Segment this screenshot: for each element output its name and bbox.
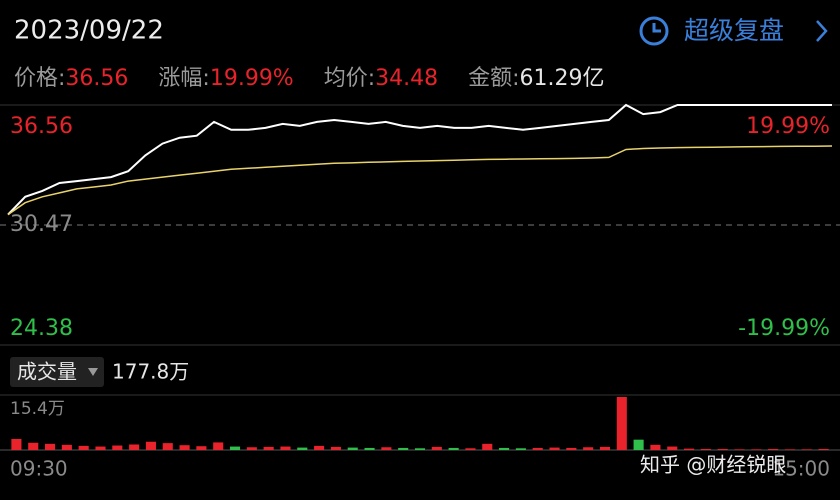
volume-bar	[532, 447, 543, 450]
plot: 36.56 30.47 24.38 19.99% -19.99% 09:30 15:00 15…	[0, 103, 840, 481]
dropdown-arrow	[88, 368, 98, 376]
selector-box[interactable]	[10, 357, 104, 387]
volume-bar	[129, 444, 140, 450]
volume-bar	[112, 445, 123, 450]
quote-row: 价格: 36.56 涨幅: 19.99% 均价: 34.48 金额: 61.29亿	[14, 66, 605, 91]
volume-bar	[684, 448, 695, 450]
x-tick-label: 09:30	[10, 457, 68, 481]
y2-tick-label: 19.99%	[746, 114, 830, 139]
volume-bar	[818, 448, 829, 450]
volume-bar	[768, 448, 779, 450]
volume-bar	[196, 446, 207, 450]
volume-bar	[700, 448, 711, 450]
quote-value: 36.56	[65, 66, 128, 91]
quote-label: 涨幅:	[158, 66, 209, 91]
volume-bar	[633, 439, 644, 450]
volume-bar	[381, 447, 392, 450]
volume-bar	[95, 446, 106, 450]
chevron	[816, 20, 828, 42]
volume-bar	[465, 448, 476, 450]
watermark: 知乎 @财经锐眼	[640, 453, 786, 477]
volume-bar	[179, 445, 190, 450]
quote-label: 金额:	[468, 66, 519, 91]
y-tick-label: 36.56	[10, 114, 73, 139]
y-tick-label: 30.47	[10, 212, 73, 237]
volume-bar	[398, 447, 409, 450]
volume-bar	[616, 397, 627, 450]
clock-hands	[652, 23, 661, 33]
volume-bar	[414, 448, 426, 450]
quote-value: 34.48	[375, 66, 438, 91]
volume-bar	[482, 443, 493, 450]
volume-bar	[364, 447, 375, 450]
volume-bar	[246, 447, 257, 450]
quote-value: 61.29亿	[520, 66, 605, 91]
clock-icon	[639, 16, 669, 46]
y2-tick-label: -19.99%	[738, 316, 830, 341]
volume-bar	[734, 449, 745, 450]
price-line	[7, 145, 833, 216]
volume-bar	[280, 446, 291, 450]
volume-bar	[61, 444, 72, 450]
volume-bar	[515, 448, 526, 450]
volume-bar	[297, 447, 308, 450]
x-tick-label: 15:00	[772, 457, 830, 481]
volume-bar	[549, 447, 560, 450]
volume-bar	[145, 441, 156, 450]
volume-bar	[229, 446, 241, 450]
volume-bar	[44, 443, 56, 450]
volume-bar	[162, 443, 173, 450]
volume-bar	[347, 447, 358, 450]
y-tick-label: 24.38	[10, 316, 73, 341]
volume-bar	[448, 447, 459, 450]
volume-bar	[650, 444, 661, 450]
volume-total: 177.8万	[112, 360, 189, 384]
volume-bar	[431, 446, 442, 450]
volume-bar	[263, 446, 274, 450]
volume-bar	[566, 447, 577, 450]
volume-bar	[499, 447, 510, 450]
volume-selector[interactable]: 成交量	[10, 357, 104, 387]
volume-bar	[11, 438, 22, 450]
volume-bar	[314, 445, 325, 450]
quote-label: 均价:	[324, 66, 375, 91]
volume-bar	[213, 442, 224, 450]
quote-label: 价格:	[14, 66, 65, 91]
volume-bar	[717, 448, 728, 450]
volume-bar	[78, 445, 89, 450]
volume-bar	[583, 447, 594, 450]
replay-button[interactable]: 超级复盘	[639, 16, 828, 46]
volume-bar	[801, 449, 812, 450]
volume-bar	[667, 446, 678, 450]
volume-bar	[330, 446, 341, 450]
y-tick-label: 15.4万	[10, 399, 65, 419]
volume-bar	[28, 442, 39, 450]
date: 2023/09/22	[14, 16, 164, 46]
volume-label[interactable]: 成交量	[17, 360, 77, 384]
price-line	[7, 103, 832, 216]
replay-label[interactable]: 超级复盘	[684, 16, 784, 45]
volume-bar	[599, 446, 611, 450]
volume-bar	[751, 449, 762, 450]
quote-value: 19.99%	[210, 66, 294, 91]
volume-bar	[784, 449, 796, 450]
